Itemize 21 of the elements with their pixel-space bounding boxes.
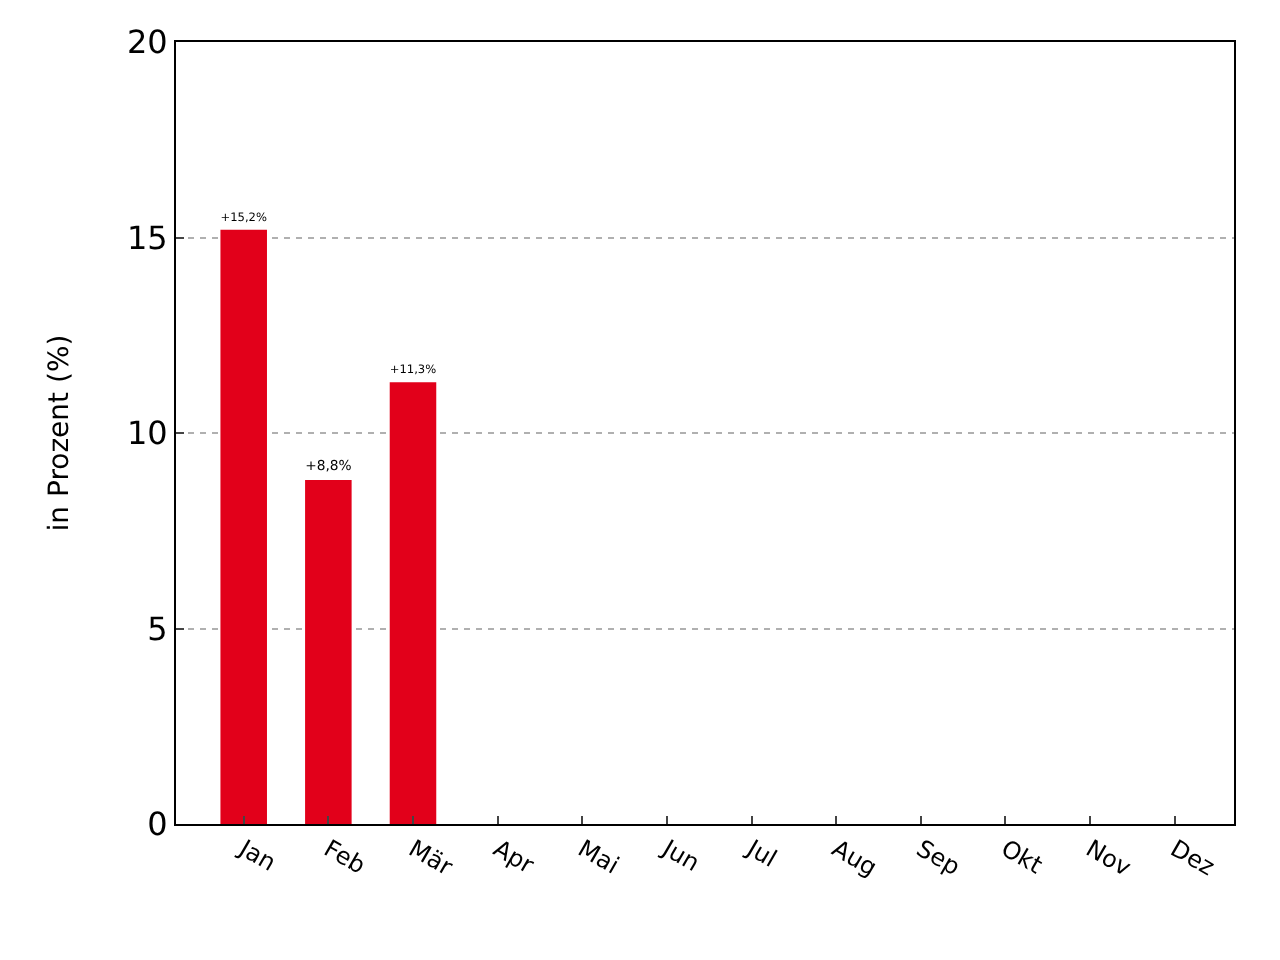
x-tick-label: Feb	[319, 834, 371, 880]
x-tick-label: Jun	[656, 833, 705, 878]
bar	[305, 479, 352, 824]
x-tick-label: Dez	[1165, 834, 1220, 882]
x-tick-label: Apr	[488, 834, 539, 880]
x-tick-label: Mai	[573, 834, 624, 880]
x-tick-label: Aug	[827, 834, 882, 882]
x-tick-label: Sep	[911, 834, 966, 882]
y-tick-label: 20	[126, 23, 168, 62]
y-tick-label: 15	[126, 218, 168, 257]
y-tick-label: 5	[147, 609, 168, 648]
x-tick-label: Jul	[740, 833, 782, 873]
bar	[389, 382, 437, 824]
x-tick-label: Jan	[232, 833, 281, 877]
x-tick-label: Mär	[404, 834, 458, 882]
y-tick-label: 0	[147, 805, 168, 844]
x-tick-label: Okt	[996, 834, 1048, 880]
y-axis-title: in Prozent (%)	[44, 334, 77, 532]
y-tick-label: 10	[126, 414, 168, 453]
bar	[220, 229, 267, 824]
x-tick-label: Nov	[1081, 834, 1136, 882]
